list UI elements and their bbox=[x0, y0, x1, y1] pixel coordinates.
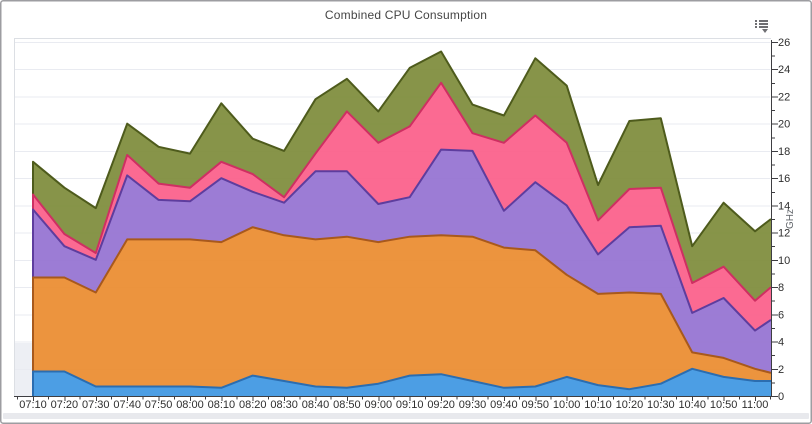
plot-border bbox=[14, 38, 771, 396]
svg-text:24: 24 bbox=[778, 64, 790, 76]
series-blue-area bbox=[33, 368, 771, 396]
svg-text:08:10: 08:10 bbox=[208, 399, 236, 411]
series-orange bbox=[32, 226, 772, 390]
svg-text:20: 20 bbox=[778, 119, 790, 131]
series-blue bbox=[32, 367, 771, 396]
svg-text:18: 18 bbox=[778, 146, 790, 158]
bottom-strip bbox=[3, 413, 809, 419]
series-olive-border bbox=[32, 50, 772, 248]
svg-text:09:00: 09:00 bbox=[365, 399, 393, 411]
svg-text:07:30: 07:30 bbox=[82, 399, 110, 411]
svg-text:09:30: 09:30 bbox=[459, 399, 487, 411]
svg-text:07:20: 07:20 bbox=[51, 399, 79, 411]
svg-text:4: 4 bbox=[778, 337, 784, 349]
series-orange-area bbox=[33, 227, 771, 390]
svg-text:6: 6 bbox=[778, 309, 784, 321]
svg-text:09:50: 09:50 bbox=[521, 399, 549, 411]
chart-menu-button[interactable] bbox=[755, 20, 775, 36]
svg-text:10:50: 10:50 bbox=[710, 399, 738, 411]
svg-text:10: 10 bbox=[778, 255, 790, 267]
series-purple-border bbox=[32, 148, 772, 332]
series-pink-border bbox=[32, 81, 772, 302]
svg-text:10:00: 10:00 bbox=[553, 399, 581, 411]
x-axis: 07:10 07:20 07:30 07:40 07:50 08:00 08:10 08:20… bbox=[16, 396, 772, 411]
svg-text:08:00: 08:00 bbox=[176, 399, 204, 411]
svg-text:07:50: 07:50 bbox=[145, 399, 173, 411]
svg-text:2: 2 bbox=[778, 364, 784, 376]
series-blue-border bbox=[32, 367, 771, 396]
series-orange-border bbox=[32, 226, 772, 374]
svg-text:08:20: 08:20 bbox=[239, 399, 267, 411]
series-olive bbox=[32, 50, 772, 301]
svg-text:12: 12 bbox=[778, 228, 790, 240]
svg-text:10:20: 10:20 bbox=[616, 399, 644, 411]
menu-icon bbox=[755, 26, 775, 28]
series-pink-area bbox=[33, 82, 771, 331]
svg-text:10:30: 10:30 bbox=[647, 399, 675, 411]
series-purple-area bbox=[33, 149, 771, 373]
svg-text:09:40: 09:40 bbox=[490, 399, 518, 411]
svg-text:8: 8 bbox=[778, 282, 784, 294]
series-purple bbox=[32, 148, 772, 373]
svg-text:11:00: 11:00 bbox=[742, 399, 769, 411]
svg-text:16: 16 bbox=[778, 173, 790, 185]
series-pink bbox=[32, 81, 772, 331]
menu-icon bbox=[755, 20, 775, 22]
series-olive-area bbox=[33, 51, 771, 301]
svg-text:08:50: 08:50 bbox=[333, 399, 361, 411]
svg-text:14: 14 bbox=[778, 200, 790, 212]
svg-text:09:10: 09:10 bbox=[396, 399, 424, 411]
svg-text:08:30: 08:30 bbox=[270, 399, 298, 411]
svg-text:09:20: 09:20 bbox=[427, 399, 455, 411]
svg-text:07:10: 07:10 bbox=[19, 399, 47, 411]
svg-text:10:10: 10:10 bbox=[584, 399, 612, 411]
svg-text:10:40: 10:40 bbox=[678, 399, 706, 411]
svg-text:26: 26 bbox=[778, 37, 790, 49]
svg-text:22: 22 bbox=[778, 91, 790, 103]
menu-icon bbox=[755, 23, 775, 25]
svg-text:07:40: 07:40 bbox=[113, 399, 141, 411]
y-axis-title: GHz bbox=[785, 209, 796, 229]
caret-down-icon bbox=[762, 29, 768, 33]
svg-text:0: 0 bbox=[778, 391, 784, 403]
svg-text:08:40: 08:40 bbox=[302, 399, 330, 411]
